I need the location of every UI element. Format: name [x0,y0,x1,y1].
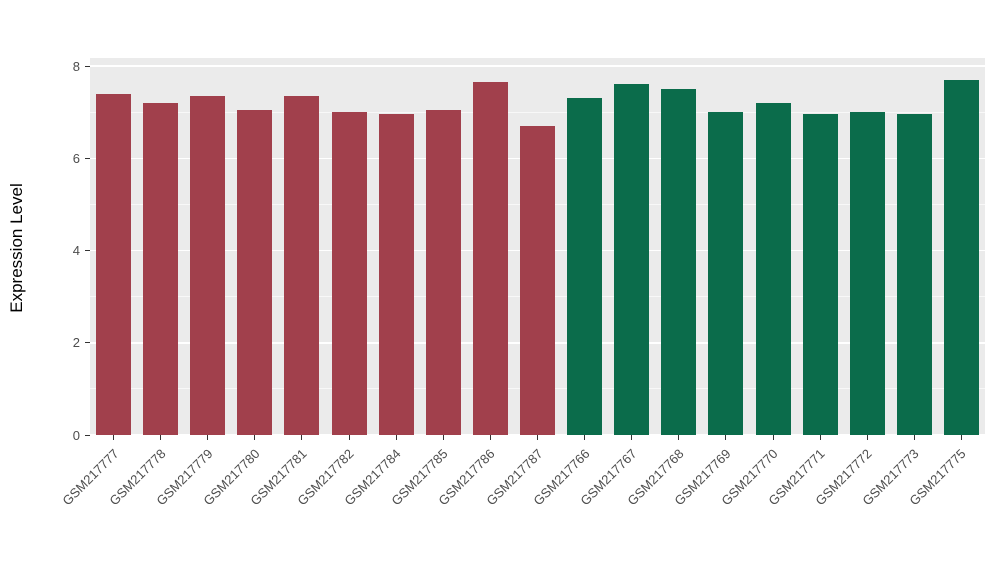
x-tick-mark [960,435,962,440]
x-tick-mark [207,435,209,440]
bar-GSM217766 [567,98,603,435]
x-tick-label: GSM217775 [906,446,970,509]
y-tick-mark [85,250,90,251]
x-tick-mark [113,435,115,440]
y-tick-mark [85,157,90,159]
y-tick-label: 2 [72,335,80,351]
y-tick-label: 6 [72,150,80,166]
bar-GSM217786 [472,82,508,435]
bar-GSM217772 [849,112,885,435]
x-tick-mark [725,435,727,440]
y-tick-mark [85,434,90,436]
x-tick-mark [489,435,491,440]
x-tick-mark [631,435,633,440]
bar-GSM217785 [425,109,461,435]
x-tick-mark [537,435,538,440]
bar-GSM217780 [237,109,273,435]
bar-GSM217784 [378,114,414,435]
x-tick-mark [866,435,868,440]
minor-gridline [90,111,985,113]
major-gridline [90,65,985,67]
y-tick-label: 0 [72,427,80,443]
x-tick-mark [913,435,915,440]
x-tick-mark [678,435,680,440]
plot-area [90,58,985,436]
bar-GSM217767 [614,84,650,435]
x-tick-mark [584,435,586,440]
bar-GSM217777 [96,93,132,435]
y-tick-mark [85,342,90,344]
y-tick-label: 8 [72,58,80,74]
bar-GSM217771 [802,114,838,435]
x-tick-mark [819,435,821,440]
bar-GSM217781 [284,95,320,435]
bar-GSM217782 [331,112,367,435]
bar-GSM217779 [190,95,226,435]
x-tick-mark [160,435,162,440]
x-tick-mark [348,435,350,440]
x-tick-mark [301,435,303,440]
y-tick-label: 4 [72,243,80,258]
bar-GSM217778 [143,102,179,435]
bar-GSM217770 [755,102,791,435]
y-tick-mark [85,65,90,67]
bar-GSM217773 [896,114,932,435]
bar-GSM217787 [520,125,555,435]
bar-GSM217775 [943,79,979,435]
x-tick-mark [254,435,256,440]
bar-GSM217769 [708,112,744,435]
bar-GSM217768 [661,89,697,435]
x-tick-mark [395,435,397,440]
x-tick-mark [772,435,774,440]
x-tick-mark [442,435,444,440]
